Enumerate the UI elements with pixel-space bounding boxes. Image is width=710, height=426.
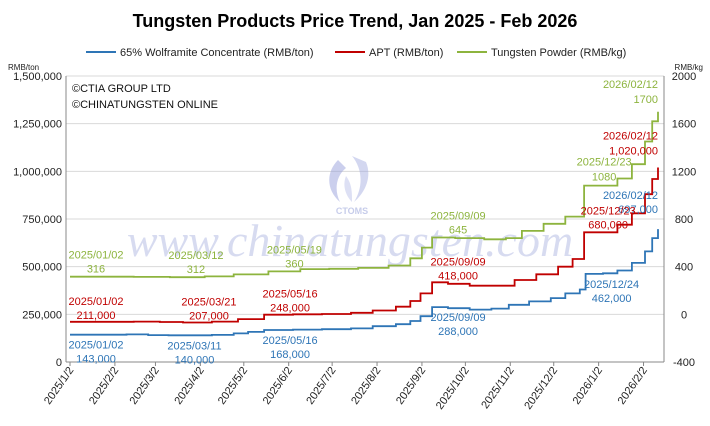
annotation-value: 143,000 bbox=[76, 354, 116, 366]
annotation-value: 288,000 bbox=[438, 326, 478, 338]
annotation-date: 2025/03/12 bbox=[168, 250, 223, 262]
tungsten-powder-line bbox=[70, 111, 659, 279]
y-right-tick-label: 0 bbox=[681, 309, 687, 321]
y-right-tick-label: 2000 bbox=[672, 71, 696, 83]
right-axis-unit: RMB/kg bbox=[675, 63, 703, 72]
annotation-date: 2026/02/12 bbox=[603, 190, 658, 202]
legend-label-wolframite: 65% Wolframite Concentrate (RMB/ton) bbox=[120, 47, 314, 59]
annotation-date: 2026/02/12 bbox=[603, 79, 658, 91]
annotation-value: 1,020,000 bbox=[609, 146, 658, 158]
annotation-date: 2025/09/09 bbox=[431, 312, 486, 324]
annotations-layer: 2025/01/02 143,000 2025/03/11 140,000 2025/0… bbox=[68, 79, 658, 367]
y-right-tick-label: 1200 bbox=[672, 166, 696, 178]
annotation-date: 2025/03/11 bbox=[167, 340, 221, 352]
y-left-tick-label: 750,000 bbox=[22, 214, 62, 226]
watermark-logo-text: CTOMS bbox=[336, 206, 368, 216]
y-left-tick-label: 1,000,000 bbox=[13, 166, 62, 178]
annotation-date: 2025/09/09 bbox=[431, 256, 486, 268]
annotation-value: 697,000 bbox=[618, 204, 658, 216]
series-layer bbox=[70, 111, 659, 337]
y-right-tick-label: 800 bbox=[675, 214, 693, 226]
y-left-tick-label: 1,500,000 bbox=[13, 71, 62, 83]
watermark: CTOMS www.chinatungsten.com bbox=[127, 156, 573, 266]
y-left-tick-label: 1,250,000 bbox=[13, 119, 62, 131]
legend-label-apt: APT (RMB/ton) bbox=[369, 47, 443, 59]
copyright-line-1: ©CTIA GROUP LTD bbox=[72, 83, 171, 95]
annotation-value: 1700 bbox=[634, 94, 658, 106]
annotation-date: 2025/01/02 bbox=[68, 250, 123, 262]
annotation-value: 207,000 bbox=[189, 311, 229, 323]
y-right-tick-label: 400 bbox=[675, 262, 693, 274]
annotation-value: 645 bbox=[449, 224, 467, 236]
annotation-value: 418,000 bbox=[438, 270, 478, 282]
annotation-value: 248,000 bbox=[270, 303, 310, 315]
annotation-value: 1080 bbox=[592, 172, 616, 184]
annotation-date: 2026/02/12 bbox=[603, 131, 658, 143]
annotation-date: 2025/01/02 bbox=[68, 340, 123, 352]
annotation-date: 2025/12/23 bbox=[581, 205, 636, 217]
annotation-value: 211,000 bbox=[77, 310, 116, 322]
y-right-tick-label: -400 bbox=[673, 357, 695, 369]
y-left-tick-label: 0 bbox=[56, 357, 62, 369]
annotation-date: 2025/12/24 bbox=[584, 279, 639, 291]
y-left-tick-label: 250,000 bbox=[22, 309, 62, 321]
y-left-tick-label: 500,000 bbox=[22, 262, 62, 274]
annotation-value: 462,000 bbox=[592, 293, 632, 305]
annotation-date: 2025/01/02 bbox=[68, 296, 123, 308]
legend: 65% Wolframite Concentrate (RMB/ton) APT… bbox=[86, 47, 626, 59]
annotation-date: 2025/05/16 bbox=[263, 335, 318, 347]
annotation-value: 680,000 bbox=[588, 219, 628, 231]
annotation-date: 2025/03/21 bbox=[181, 297, 236, 309]
annotation-value: 312 bbox=[187, 264, 205, 276]
annotation-value: 316 bbox=[87, 264, 105, 276]
legend-label-tungsten-powder: Tungsten Powder (RMB/kg) bbox=[491, 47, 626, 59]
copyright-line-2: ©CHINATUNGSTEN ONLINE bbox=[72, 99, 218, 111]
y-right-tick-label: 1600 bbox=[672, 119, 696, 131]
annotation-value: 168,000 bbox=[270, 349, 310, 361]
ctoms-logo-icon bbox=[329, 156, 369, 202]
apt-line bbox=[70, 167, 659, 324]
wolframite-line bbox=[70, 229, 659, 337]
annotation-date: 2025/09/09 bbox=[431, 210, 486, 222]
annotation-value: 140,000 bbox=[175, 354, 215, 366]
annotation-date: 2025/12/23 bbox=[577, 157, 632, 169]
annotation-date: 2025/05/16 bbox=[263, 289, 318, 301]
annotation-date: 2025/05/19 bbox=[267, 244, 322, 256]
watermark-text: www.chinatungsten.com bbox=[127, 215, 573, 266]
annotation-value: 360 bbox=[285, 258, 303, 270]
chart-title: Tungsten Products Price Trend, Jan 2025 … bbox=[133, 11, 578, 31]
left-axis-unit: RMB/ton bbox=[8, 63, 39, 72]
